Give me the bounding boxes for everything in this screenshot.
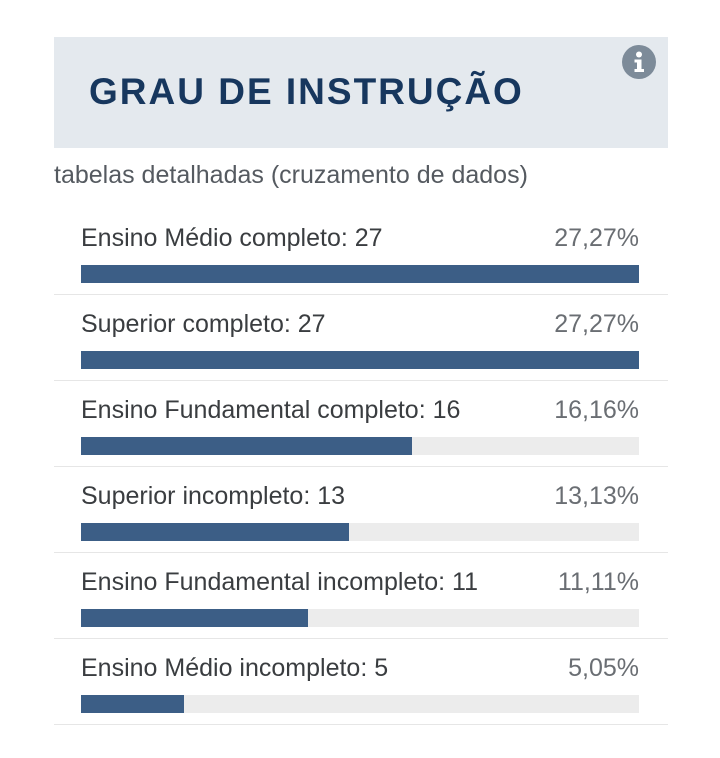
list-item: Superior completo: 27 27,27% — [54, 295, 668, 381]
row-percent: 11,11% — [557, 568, 639, 596]
education-list: Ensino Médio completo: 27 27,27% Superio… — [54, 209, 668, 725]
row-percent: 5,05% — [568, 654, 639, 682]
progress-fill — [81, 351, 639, 369]
info-icon[interactable] — [622, 45, 656, 79]
education-panel: GRAU DE INSTRUÇÃO tabelas detalhadas (cr… — [54, 37, 668, 725]
panel-title: GRAU DE INSTRUÇÃO — [89, 71, 524, 112]
list-item: Ensino Médio incompleto: 5 5,05% — [54, 639, 668, 725]
progress-fill — [81, 437, 412, 455]
progress-fill — [81, 609, 309, 627]
row-label: Ensino Fundamental incompleto: 11 — [81, 568, 478, 596]
progress-track — [81, 523, 639, 541]
progress-track — [81, 609, 639, 627]
row-percent: 16,16% — [554, 396, 639, 424]
list-item: Ensino Fundamental completo: 16 16,16% — [54, 381, 668, 467]
row-label: Superior incompleto: 13 — [81, 482, 346, 510]
row-label: Ensino Médio incompleto: 5 — [81, 654, 389, 682]
progress-track — [81, 265, 639, 283]
progress-fill — [81, 265, 639, 283]
progress-fill — [81, 695, 185, 713]
row-percent: 13,13% — [554, 482, 639, 510]
detailed-tables-link[interactable]: tabelas detalhadas (cruzamento de dados) — [54, 161, 528, 189]
list-item: Ensino Médio completo: 27 27,27% — [54, 209, 668, 295]
list-item: Ensino Fundamental incompleto: 11 11,11% — [54, 553, 668, 639]
list-item: Superior incompleto: 13 13,13% — [54, 467, 668, 553]
panel-header: GRAU DE INSTRUÇÃO — [54, 37, 668, 148]
progress-track — [81, 695, 639, 713]
row-label: Superior completo: 27 — [81, 310, 326, 338]
row-percent: 27,27% — [554, 310, 639, 338]
progress-fill — [81, 523, 350, 541]
row-label: Ensino Fundamental completo: 16 — [81, 396, 461, 424]
progress-track — [81, 351, 639, 369]
row-label: Ensino Médio completo: 27 — [81, 224, 383, 252]
progress-track — [81, 437, 639, 455]
row-percent: 27,27% — [554, 224, 639, 252]
